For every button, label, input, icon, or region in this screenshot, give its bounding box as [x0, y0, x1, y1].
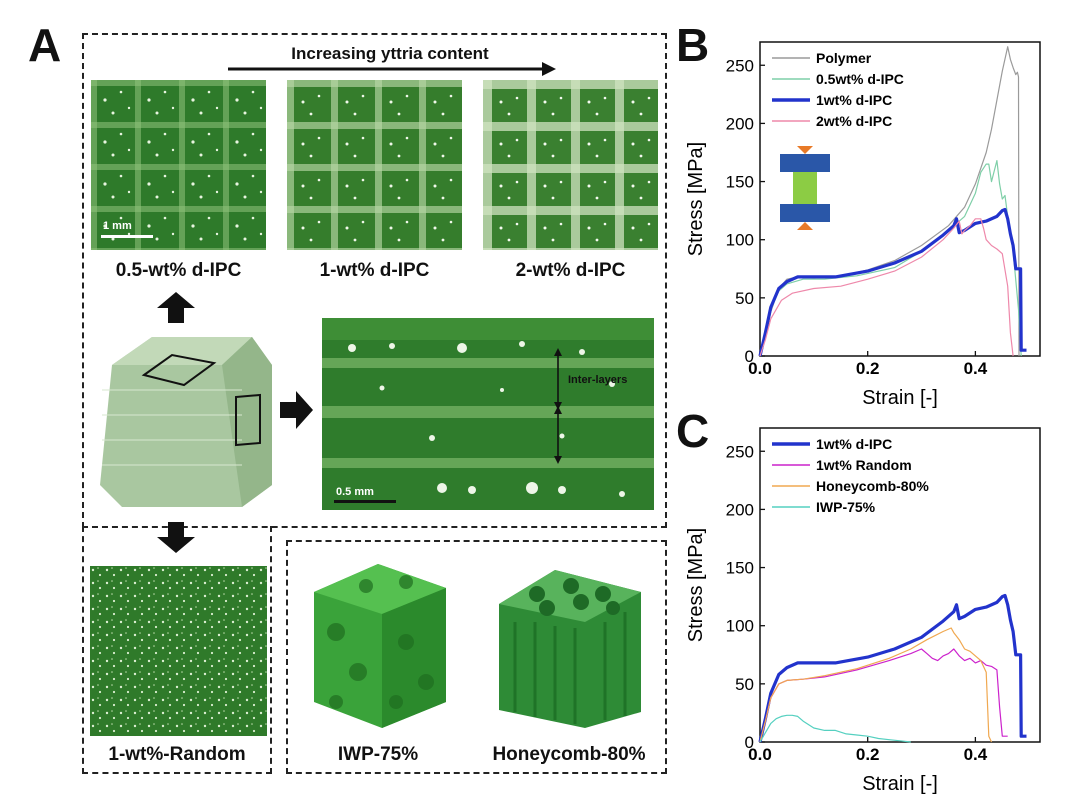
y-tick-label: 0 [745, 347, 754, 366]
legend-label: 0.5wt% d-IPC [816, 71, 904, 87]
x-tick-label: 0.2 [856, 745, 880, 764]
up-arrow-icon [157, 292, 195, 323]
y-tick-label: 250 [726, 56, 754, 75]
series-line-d1 [758, 593, 1027, 743]
y-axis-label: Stress [MPa] [685, 142, 707, 256]
legend-label: 1wt% d-IPC [816, 92, 892, 108]
down-arrow-icon [157, 522, 195, 553]
right-arrow-icon [280, 391, 313, 429]
y-tick-label: 50 [735, 289, 754, 308]
scale-label-05mm: 0.5 mm [336, 486, 374, 498]
caption-iwp: IWP-75% [337, 744, 419, 765]
series-line-iwp [759, 714, 911, 743]
y-tick-label: 200 [726, 114, 754, 133]
caption-2wt: 2-wt% d-IPC [515, 260, 626, 281]
x-axis-label: Strain [-] [862, 387, 938, 409]
scale-bar-05mm [334, 500, 396, 503]
panel-a-frame-top [82, 33, 667, 528]
interlayer-annotation: Inter-layers [568, 374, 628, 386]
panel-label-b: B [676, 19, 710, 71]
iwp-photo [296, 552, 460, 732]
series-line-d2 [759, 218, 1014, 357]
y-axis-label: Stress [MPa] [685, 528, 707, 642]
series-line-d05 [759, 160, 1022, 357]
caption-1wt: 1-wt% d-IPC [319, 260, 430, 281]
legend-label: 1wt% d-IPC [816, 436, 892, 452]
panel-label-c: C [676, 405, 710, 457]
legend-label: 1wt% Random [816, 457, 912, 473]
legend-label: IWP-75% [816, 499, 876, 515]
plot-frame [759, 427, 1041, 743]
interlayer-closeup: Inter-layers 0.5 mm [322, 318, 654, 510]
force-arrow-bottom [797, 222, 813, 230]
top-platen [780, 154, 830, 172]
x-tick-label: 0.2 [856, 359, 880, 378]
y-tick-label: 50 [735, 675, 754, 694]
scale-bar-1mm [101, 235, 153, 238]
series-line-honeycomb [759, 627, 993, 743]
legend-label: Honeycomb-80% [816, 478, 929, 494]
y-tick-label: 150 [726, 173, 754, 192]
scale-label-1mm: 1 mm [103, 220, 132, 232]
x-tick-label: 0.0 [748, 359, 772, 378]
panel-label-a: A [28, 19, 62, 71]
series-line-d1 [758, 207, 1027, 357]
panel-a-frame-bottom-right [286, 540, 667, 774]
micrograph-05wt: 1 mm [91, 80, 266, 250]
caption-05wt: 0.5-wt% d-IPC [115, 260, 242, 281]
micrograph-2wt [483, 80, 658, 250]
x-tick-label: 0.4 [964, 745, 988, 764]
y-tick-label: 200 [726, 500, 754, 519]
specimen [793, 172, 817, 204]
plot-frame [759, 41, 1041, 357]
x-axis-label: Strain [-] [862, 773, 938, 795]
increase-arrow [228, 62, 556, 76]
chart-b: 0 50 100 150 200 250 0.0 0.2 0.4 Strain [-] Stress… [685, 41, 1041, 409]
y-tick-label: 0 [745, 733, 754, 752]
series-line-polymer [759, 46, 1020, 357]
x-tick-label: 0.0 [748, 745, 772, 764]
caption-random: 1-wt%-Random [108, 744, 246, 765]
micrograph-1wt [287, 80, 462, 250]
cube-photo [92, 325, 277, 510]
caption-honeycomb: Honeycomb-80% [492, 744, 646, 765]
y-tick-label: 100 [726, 231, 754, 250]
legend-label: 2wt% d-IPC [816, 113, 892, 129]
y-tick-label: 100 [726, 617, 754, 636]
increase-label: Increasing yttria content [291, 44, 489, 63]
chart-c: 0 50 100 150 200 250 0.0 0.2 0.4 Strain [-] Stress… [685, 427, 1041, 795]
honeycomb-photo [485, 552, 653, 732]
y-tick-label: 250 [726, 442, 754, 461]
force-arrow-top [797, 146, 813, 154]
y-tick-label: 150 [726, 559, 754, 578]
random-micrograph [90, 566, 267, 736]
x-tick-label: 0.4 [964, 359, 988, 378]
bottom-platen [780, 204, 830, 222]
legend-label: Polymer [816, 50, 872, 66]
panel-a-frame-bottom-left [82, 526, 272, 774]
